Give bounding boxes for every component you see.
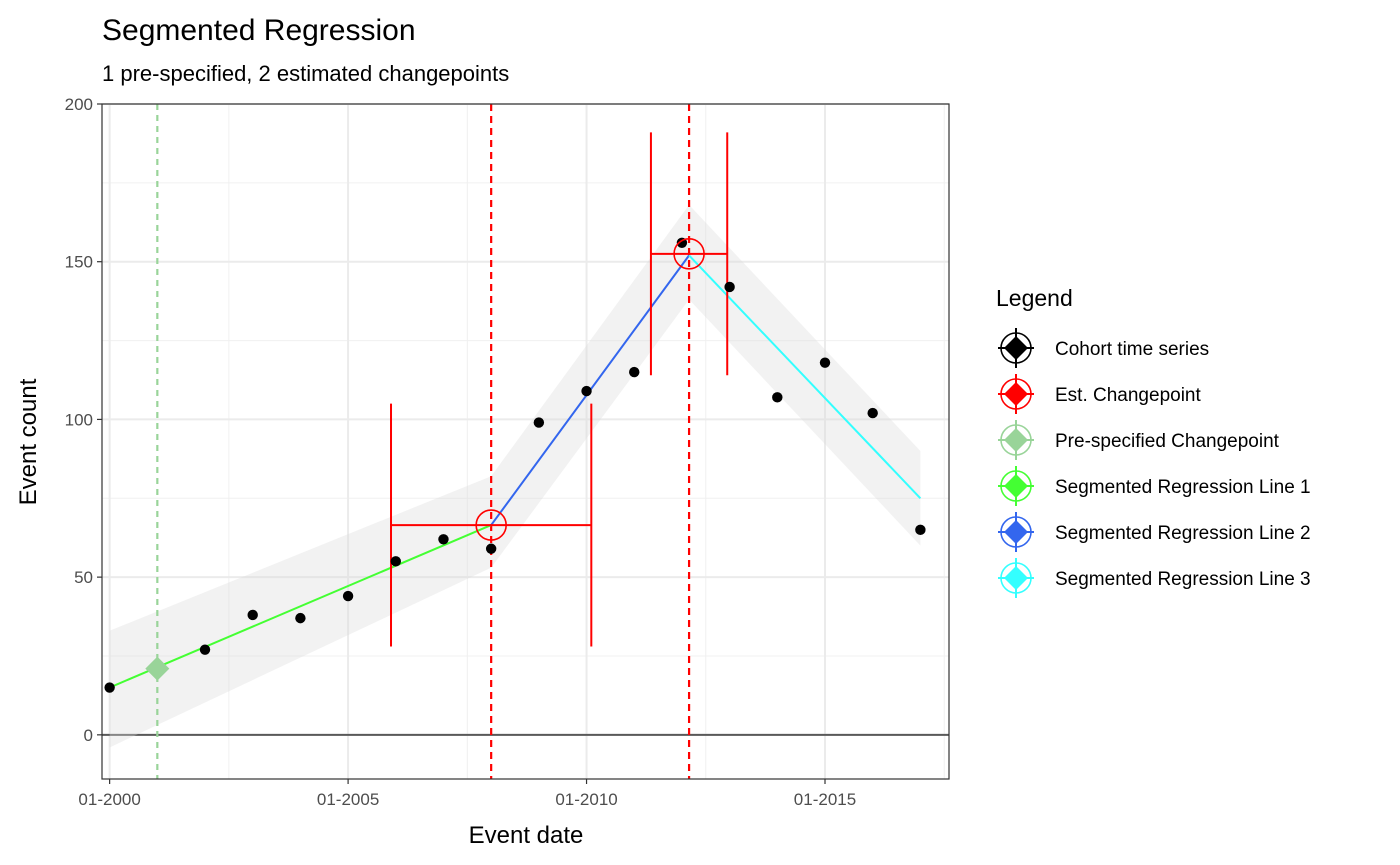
data-point	[581, 385, 592, 397]
legend-title: Legend	[996, 285, 1073, 311]
data-point	[247, 609, 258, 621]
legend: Legend Cohort time series Est. Changepoin…	[996, 285, 1311, 598]
grid-lines	[102, 103, 949, 779]
x-tick-label: 01-2010	[555, 790, 617, 809]
confidence-band	[689, 204, 921, 546]
data-point	[390, 556, 401, 567]
legend-key-diamond	[1004, 474, 1028, 498]
legend-label: Segmented Regression Line 1	[1055, 477, 1311, 498]
legend-key-circle	[1000, 378, 1032, 410]
y-tick-label: 100	[65, 410, 93, 429]
legend-key-circle	[1000, 470, 1032, 502]
data-point	[915, 524, 926, 536]
axes: 0 50 100 150 200 01-2000 01-2005 01-2010 01-2015	[65, 95, 950, 809]
plot-border	[101, 103, 950, 780]
data-point	[724, 281, 735, 293]
plot-background	[102, 104, 949, 779]
legend-label: Pre-specified Changepoint	[1055, 431, 1280, 452]
est-changepoint-marker	[673, 238, 705, 270]
data-point	[104, 682, 115, 693]
legend-key-diamond	[1004, 520, 1028, 544]
legend-key-diamond	[1004, 336, 1028, 360]
data-point	[199, 644, 211, 655]
confidence-band	[109, 476, 492, 748]
data-point	[438, 534, 449, 545]
data-point	[533, 417, 545, 428]
confidence-bands	[109, 204, 921, 748]
data-point	[342, 590, 354, 602]
y-tick-label: 200	[65, 95, 93, 114]
legend-key-circle	[1000, 516, 1032, 548]
y-axis-title: Event count	[15, 378, 42, 505]
y-tick-label: 50	[74, 568, 93, 587]
legend-key-circle	[1000, 332, 1032, 364]
plot-panel	[102, 104, 949, 779]
data-point	[295, 612, 306, 624]
confidence-band	[491, 204, 690, 568]
changepoint-error-bars	[390, 132, 729, 647]
data-point	[819, 357, 831, 368]
legend-key-diamond	[1004, 566, 1028, 590]
x-tick-label: 01-2005	[317, 790, 379, 809]
data-point	[867, 407, 878, 419]
regression-line	[109, 524, 492, 689]
legend-key-diamond	[1004, 428, 1028, 452]
legend-label: Est. Changepoint	[1055, 385, 1201, 406]
changepoint-markers	[145, 238, 705, 681]
x-tick-label: 01-2015	[794, 790, 856, 809]
legend-label: Segmented Regression Line 2	[1055, 523, 1311, 544]
legend-key-circle	[1000, 562, 1032, 594]
y-tick-label: 0	[84, 726, 93, 745]
legend-key-circle	[1000, 424, 1032, 456]
chart-title: Segmented Regression	[102, 14, 416, 47]
legend-label: Segmented Regression Line 3	[1055, 569, 1311, 590]
chart-subtitle: 1 pre-specified, 2 estimated changepoint…	[102, 61, 509, 86]
x-tick-label: 01-2000	[78, 790, 140, 809]
prespecified-changepoint-marker	[145, 656, 170, 681]
data-point	[772, 392, 783, 403]
legend-key-diamond	[1004, 382, 1028, 406]
x-axis-title: Event date	[469, 822, 584, 849]
legend-label: Cohort time series	[1055, 339, 1209, 360]
est-changepoint-marker	[475, 509, 507, 541]
data-point	[485, 543, 497, 554]
y-tick-label: 150	[65, 253, 93, 272]
data-point	[629, 366, 640, 378]
